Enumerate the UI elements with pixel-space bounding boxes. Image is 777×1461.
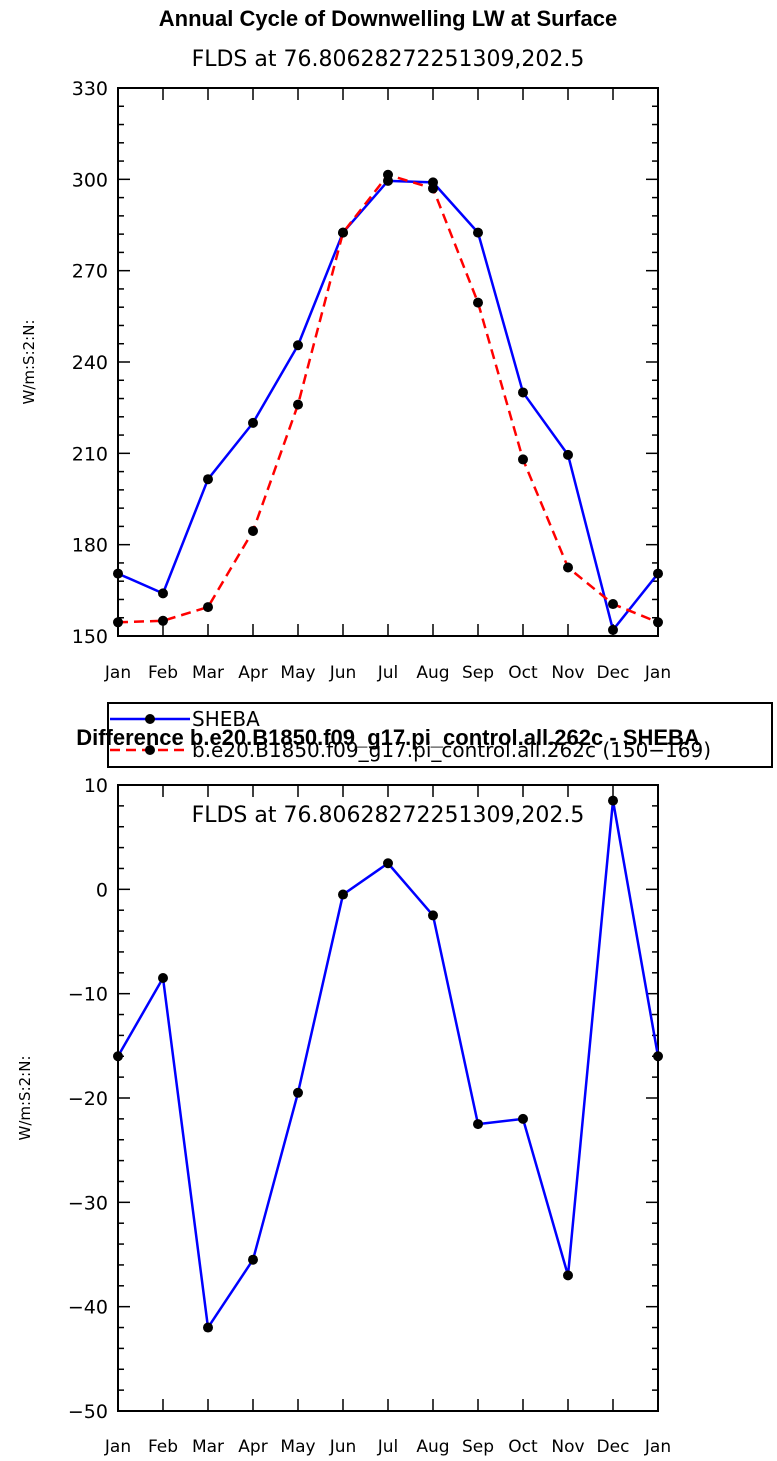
x-tick-label: Nov bbox=[551, 663, 584, 683]
y-tick-label: 0 bbox=[96, 879, 108, 901]
x-tick-label: Nov bbox=[551, 1437, 584, 1457]
data-point bbox=[293, 340, 303, 351]
annual-cycle-chart: Annual Cycle of Downwelling LW at Surfac… bbox=[20, 6, 671, 683]
data-point bbox=[563, 449, 573, 460]
y-tick-label: −50 bbox=[68, 1401, 108, 1423]
y-tick-label: 240 bbox=[72, 352, 108, 374]
x-tick-label: Sep bbox=[462, 663, 494, 683]
data-point bbox=[473, 297, 483, 308]
data-point bbox=[473, 1119, 483, 1130]
data-point bbox=[113, 568, 123, 579]
legend-marker bbox=[145, 714, 155, 724]
series-line-1 bbox=[117, 173, 659, 624]
x-tick-label: Jul bbox=[377, 1437, 399, 1457]
series-line-0 bbox=[116, 799, 660, 1329]
data-point bbox=[428, 183, 438, 194]
data-point bbox=[113, 1051, 123, 1062]
series-line-0 bbox=[117, 179, 659, 632]
x-tick-label: Dec bbox=[597, 663, 630, 683]
data-point bbox=[653, 617, 663, 628]
difference-chart: Difference b.e20.B1850.f09_g17.pi_contro… bbox=[16, 725, 700, 1457]
data-point bbox=[338, 889, 348, 900]
data-point bbox=[383, 169, 393, 180]
data-point bbox=[653, 568, 663, 579]
x-tick-label: Jun bbox=[329, 663, 357, 683]
y-tick-label: 10 bbox=[84, 775, 108, 797]
data-point bbox=[608, 599, 618, 610]
x-tick-label: Jun bbox=[329, 1437, 357, 1457]
data-point bbox=[203, 1322, 213, 1333]
data-point bbox=[563, 562, 573, 573]
y-tick-label: 180 bbox=[72, 535, 108, 557]
x-tick-label: Jan bbox=[104, 1437, 131, 1457]
data-point bbox=[158, 588, 168, 599]
x-tick-label: Jan bbox=[644, 1437, 671, 1457]
data-point bbox=[113, 617, 123, 628]
data-point bbox=[518, 1113, 528, 1124]
data-point bbox=[248, 525, 258, 536]
data-point bbox=[473, 227, 483, 238]
x-tick-label: Mar bbox=[192, 663, 224, 683]
data-point bbox=[248, 417, 258, 428]
x-tick-label: Apr bbox=[238, 663, 267, 683]
data-point bbox=[428, 910, 438, 921]
x-tick-label: Aug bbox=[416, 1437, 449, 1457]
data-point bbox=[248, 1254, 258, 1265]
y-tick-label: 150 bbox=[72, 626, 108, 648]
y-axis-label: W/m:S:2:N: bbox=[20, 320, 38, 405]
chart-title: Annual Cycle of Downwelling LW at Surfac… bbox=[159, 6, 617, 31]
x-tick-label: Feb bbox=[148, 1437, 178, 1457]
data-point bbox=[203, 602, 213, 613]
data-point bbox=[563, 1270, 573, 1281]
data-point bbox=[293, 399, 303, 410]
data-point bbox=[338, 227, 348, 238]
data-point bbox=[608, 795, 618, 806]
x-tick-label: Mar bbox=[192, 1437, 224, 1457]
legend-marker bbox=[145, 745, 155, 755]
data-point bbox=[653, 1051, 663, 1062]
x-tick-label: Feb bbox=[148, 663, 178, 683]
x-tick-label: Apr bbox=[238, 1437, 267, 1457]
data-point bbox=[293, 1087, 303, 1098]
y-tick-label: −30 bbox=[68, 1192, 108, 1214]
legend-box bbox=[107, 702, 773, 768]
data-point bbox=[203, 474, 213, 485]
x-tick-label: Aug bbox=[416, 663, 449, 683]
x-tick-label: Jan bbox=[104, 663, 131, 683]
y-tick-label: −20 bbox=[68, 1088, 108, 1110]
y-tick-label: −10 bbox=[68, 984, 108, 1006]
data-point bbox=[158, 615, 168, 626]
y-axis-label: W/m:S:2:N: bbox=[16, 1056, 34, 1141]
y-tick-label: 330 bbox=[72, 78, 108, 100]
chart-title: Difference b.e20.B1850.f09_g17.pi_contro… bbox=[76, 725, 700, 750]
legend: SHEBA b.e20.B1850.f09_g17.pi_control.all.… bbox=[107, 702, 773, 768]
y-tick-label: 210 bbox=[72, 443, 108, 465]
y-tick-label: 270 bbox=[72, 261, 108, 283]
data-point bbox=[608, 624, 618, 635]
x-tick-label: Sep bbox=[462, 1437, 494, 1457]
data-point bbox=[383, 858, 393, 869]
data-point bbox=[158, 973, 168, 984]
x-tick-label: Dec bbox=[597, 1437, 630, 1457]
legend-label: b.e20.B1850.f09_g17.pi_control.all.262c … bbox=[192, 738, 711, 762]
data-point bbox=[518, 387, 528, 398]
data-point bbox=[518, 454, 528, 465]
x-tick-label: Jul bbox=[377, 663, 399, 683]
y-tick-label: 300 bbox=[72, 169, 108, 191]
chart-subtitle: FLDS at 76.80628272251309,202.5 bbox=[192, 47, 585, 72]
chart-subtitle: FLDS at 76.80628272251309,202.5 bbox=[192, 803, 585, 828]
x-tick-label: May bbox=[280, 1437, 315, 1457]
x-tick-label: May bbox=[280, 663, 315, 683]
legend-label: SHEBA bbox=[192, 707, 260, 731]
plot-frame bbox=[117, 784, 659, 1412]
x-tick-label: Jan bbox=[644, 663, 671, 683]
x-tick-label: Oct bbox=[508, 1437, 538, 1457]
y-tick-label: −40 bbox=[68, 1297, 108, 1319]
x-tick-label: Oct bbox=[508, 663, 538, 683]
